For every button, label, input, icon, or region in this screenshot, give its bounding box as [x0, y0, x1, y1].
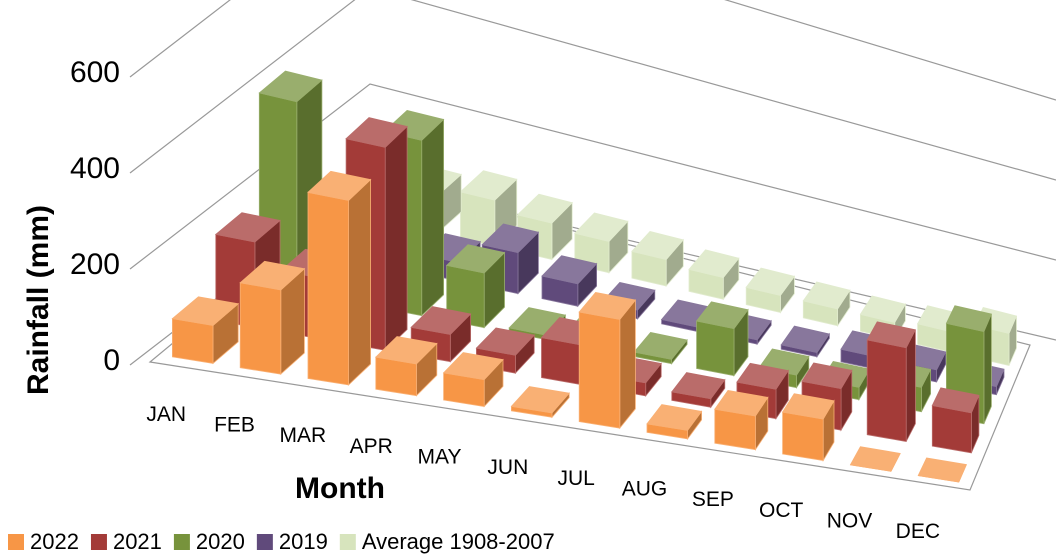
bar-top	[633, 332, 688, 360]
bar-front	[696, 320, 735, 377]
bar-top	[239, 260, 306, 291]
bar-top	[442, 352, 504, 381]
y-tick-label: 400	[70, 152, 120, 185]
x-tick-label: SEP	[692, 488, 734, 511]
legend-label: 2020	[196, 529, 245, 554]
bar-top	[459, 170, 518, 201]
bar-front	[866, 339, 907, 442]
bar-front	[171, 318, 214, 364]
bars	[171, 70, 1018, 483]
bar-top	[374, 336, 438, 365]
bar-top	[671, 372, 726, 400]
bar-front	[541, 337, 581, 385]
bar-top	[849, 446, 901, 472]
bar-top	[866, 321, 916, 349]
bar-top	[931, 387, 980, 414]
x-axis-title: Month	[295, 472, 385, 505]
bar-top	[917, 457, 967, 483]
grid-line	[129, 0, 1056, 101]
bar-side	[384, 125, 408, 352]
bar-top	[258, 70, 323, 103]
bar-top	[736, 362, 789, 390]
bar-front	[307, 191, 350, 386]
x-tick-label: FEB	[214, 414, 255, 437]
y-tick-label: 600	[70, 56, 120, 89]
legend-swatch	[256, 534, 273, 550]
grid-line	[129, 83, 1056, 270]
bar-front	[931, 405, 972, 454]
x-tick-label: MAY	[418, 446, 462, 469]
bar-top	[481, 223, 540, 254]
bar-top	[345, 117, 408, 148]
bar-top	[859, 295, 907, 323]
legend-label: 2021	[113, 529, 162, 554]
bar-top	[688, 249, 740, 278]
legend-swatch	[90, 534, 107, 550]
bar-top	[801, 362, 853, 390]
legend-label: 2019	[279, 529, 328, 554]
bar-top	[802, 281, 851, 310]
grid-line	[129, 0, 1056, 181]
bar-front	[239, 282, 282, 375]
bar-side	[619, 298, 636, 430]
bar-top	[578, 291, 637, 320]
bar-side	[983, 313, 992, 424]
x-tick-label: JUL	[557, 467, 594, 490]
x-tick-label: OCT	[759, 499, 804, 522]
y-tick-label: 200	[70, 248, 120, 281]
bar-top	[541, 255, 598, 285]
legend-swatch	[8, 534, 24, 550]
legend-swatch	[173, 534, 190, 550]
bar-top	[781, 393, 835, 420]
bar-top	[574, 212, 629, 242]
bar-top	[410, 306, 472, 335]
y-tick-label: 0	[103, 344, 120, 377]
bar-top	[171, 296, 240, 326]
bar-top	[695, 301, 749, 330]
bar-top	[631, 230, 685, 260]
bar-top	[214, 212, 281, 243]
x-tick-label: NOV	[827, 510, 873, 533]
bar-front	[578, 311, 621, 429]
bar-top	[646, 404, 703, 431]
x-tick-label: APR	[350, 435, 393, 458]
bar-top	[780, 325, 831, 353]
bar-front	[782, 411, 824, 461]
x-tick-label: JAN	[146, 403, 186, 426]
bar-top	[475, 327, 535, 356]
legend: 2022 2021 2020 2019 Average 1908-2007	[8, 529, 555, 554]
x-tick-label: MAR	[279, 424, 326, 447]
y-axis-title: Rainfall (mm)	[22, 205, 55, 395]
bar-top	[307, 170, 372, 201]
bar-top	[510, 386, 570, 414]
bar-side	[905, 329, 916, 442]
bar-top	[945, 305, 992, 332]
bar-top	[714, 389, 769, 417]
bar-side	[421, 118, 445, 317]
bar-top	[516, 193, 573, 224]
x-tick-label: DEC	[896, 520, 940, 543]
bar-side	[348, 178, 372, 386]
legend-label: Average 1908-2007	[362, 529, 555, 554]
bar-top	[745, 267, 796, 296]
legend-label: 2022	[30, 529, 79, 554]
labels: 0 200 400 600 JAN FEB MAR APR MAY JUN JUL AUG SEP OCT…	[70, 56, 940, 543]
bar-top	[445, 244, 506, 274]
x-tick-label: AUG	[622, 478, 668, 501]
legend-swatch	[339, 534, 356, 550]
x-tick-label: JUN	[487, 456, 528, 479]
